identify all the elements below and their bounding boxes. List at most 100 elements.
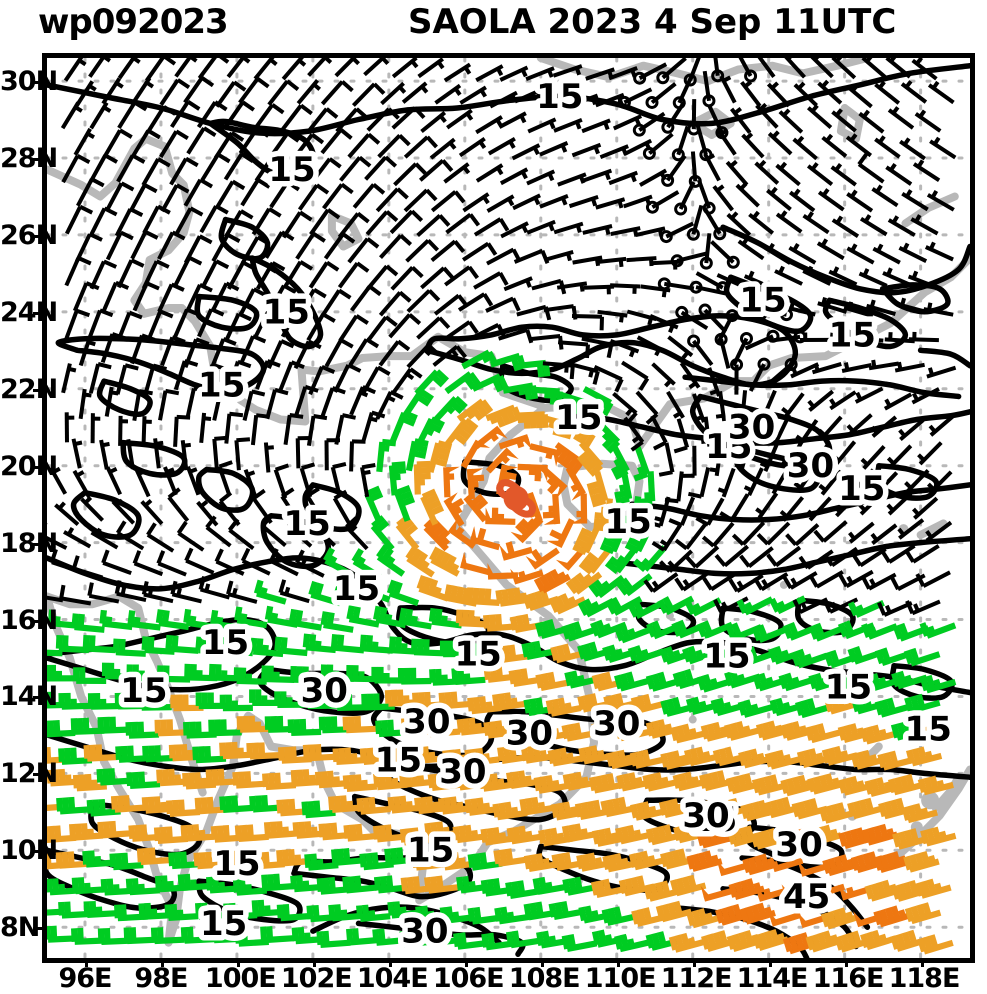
wind-barb: [390, 581, 418, 604]
wind-barb: [255, 58, 276, 79]
x-tickmark: [465, 958, 468, 967]
wind-barb: [703, 523, 733, 546]
wind-barb: [89, 310, 112, 338]
wind-barb: [188, 128, 215, 153]
wind-barb: [673, 126, 687, 160]
wind-barb: [476, 66, 502, 80]
wind-barb: [353, 84, 384, 106]
wind-barb: [309, 416, 327, 446]
wind-barb: [756, 493, 776, 518]
wind-barb: [473, 376, 506, 391]
wind-barb: [800, 333, 830, 341]
wind-barb: [253, 209, 280, 235]
chart-header: wp092023 SAOLA 2023 4 Sep 11UTC: [0, 0, 987, 50]
wind-barb: [540, 143, 568, 155]
wind-barb: [637, 392, 657, 423]
wind-barb: [119, 58, 139, 78]
x-tickmark: [237, 958, 240, 967]
wind-barb: [199, 58, 228, 78]
wind-barb: [714, 186, 732, 210]
wind-barb: [499, 113, 526, 127]
wind-barb: [101, 440, 109, 469]
wind-barb: [808, 106, 831, 128]
wind-barb: [863, 725, 896, 741]
wind-barb: [169, 489, 188, 521]
wind-barb: [883, 268, 911, 285]
contour-label: 15: [263, 292, 310, 332]
wind-barb: [408, 547, 433, 575]
wind-barb: [242, 180, 269, 205]
wind-barb: [777, 163, 800, 185]
wind-barb: [253, 415, 270, 445]
wind-barb: [875, 82, 898, 103]
wind-barb: [92, 261, 117, 288]
wind-barb: [847, 244, 873, 262]
wind-barb: [269, 81, 298, 105]
wind-barb: [104, 283, 128, 311]
wind-barb: [617, 672, 650, 688]
wind-barb: [850, 799, 883, 817]
wind-barb: [324, 184, 353, 208]
wind-barb: [334, 634, 364, 650]
wind-barb: [284, 212, 312, 237]
y-tickmark: [33, 235, 42, 238]
wind-barb: [93, 413, 101, 443]
wind-barb: [464, 194, 489, 211]
contour-label: 15: [739, 281, 786, 321]
contour-label: 45: [783, 877, 830, 917]
wind-barb: [596, 199, 625, 208]
wind-barb: [66, 311, 89, 339]
x-tick-114E: 114E: [737, 963, 801, 994]
wind-barb: [403, 83, 427, 102]
wind-barb: [647, 192, 678, 212]
wind-barb: [842, 363, 871, 372]
wind-barb: [902, 190, 927, 209]
wind-barb: [488, 196, 514, 211]
wind-barb: [474, 273, 507, 288]
wind-barb: [499, 542, 532, 558]
wind-barb: [906, 852, 939, 870]
storm-center-marker[interactable]: [500, 483, 533, 514]
wind-barb: [908, 903, 941, 921]
wind-barb: [74, 556, 103, 578]
x-tick-106E: 106E: [433, 963, 497, 994]
wind-barb: [860, 269, 887, 286]
wind-barb: [476, 117, 502, 132]
wind-barb: [298, 80, 320, 103]
wind-barb: [889, 107, 913, 128]
wind-barb: [600, 146, 628, 157]
wind-barb: [382, 83, 405, 103]
wind-barb: [659, 902, 692, 920]
wind-barb: [436, 86, 461, 104]
x-tickmark: [845, 958, 848, 967]
wind-barb: [201, 577, 230, 598]
wind-barb: [114, 795, 145, 809]
wind-barb: [100, 768, 131, 782]
contour-label: 15: [555, 398, 602, 438]
wind-barb: [920, 935, 953, 951]
wind-barb: [148, 107, 175, 132]
wind-barb: [916, 111, 941, 131]
x-tick-110E: 110E: [585, 963, 649, 994]
wind-barb: [705, 154, 719, 181]
wind-barb: [861, 215, 887, 234]
wind-barb: [235, 771, 266, 785]
wind-barb: [366, 157, 396, 179]
wind-barb: [445, 64, 470, 80]
wind-barb: [909, 332, 939, 340]
wind-barb: [810, 774, 843, 792]
wind-barb: [86, 635, 116, 650]
wind-barb: [155, 438, 163, 468]
x-tick-112E: 112E: [661, 963, 725, 994]
wind-barb: [768, 83, 789, 106]
wind-barb: [217, 182, 244, 208]
x-tickmark: [313, 958, 316, 967]
contour-label: 15: [120, 671, 167, 711]
wind-barb: [588, 472, 606, 505]
wind-barb: [659, 279, 694, 289]
wind-barb: [392, 267, 422, 289]
wind-barb: [228, 581, 257, 602]
y-tickmark: [33, 543, 42, 546]
wind-barb: [108, 233, 133, 260]
